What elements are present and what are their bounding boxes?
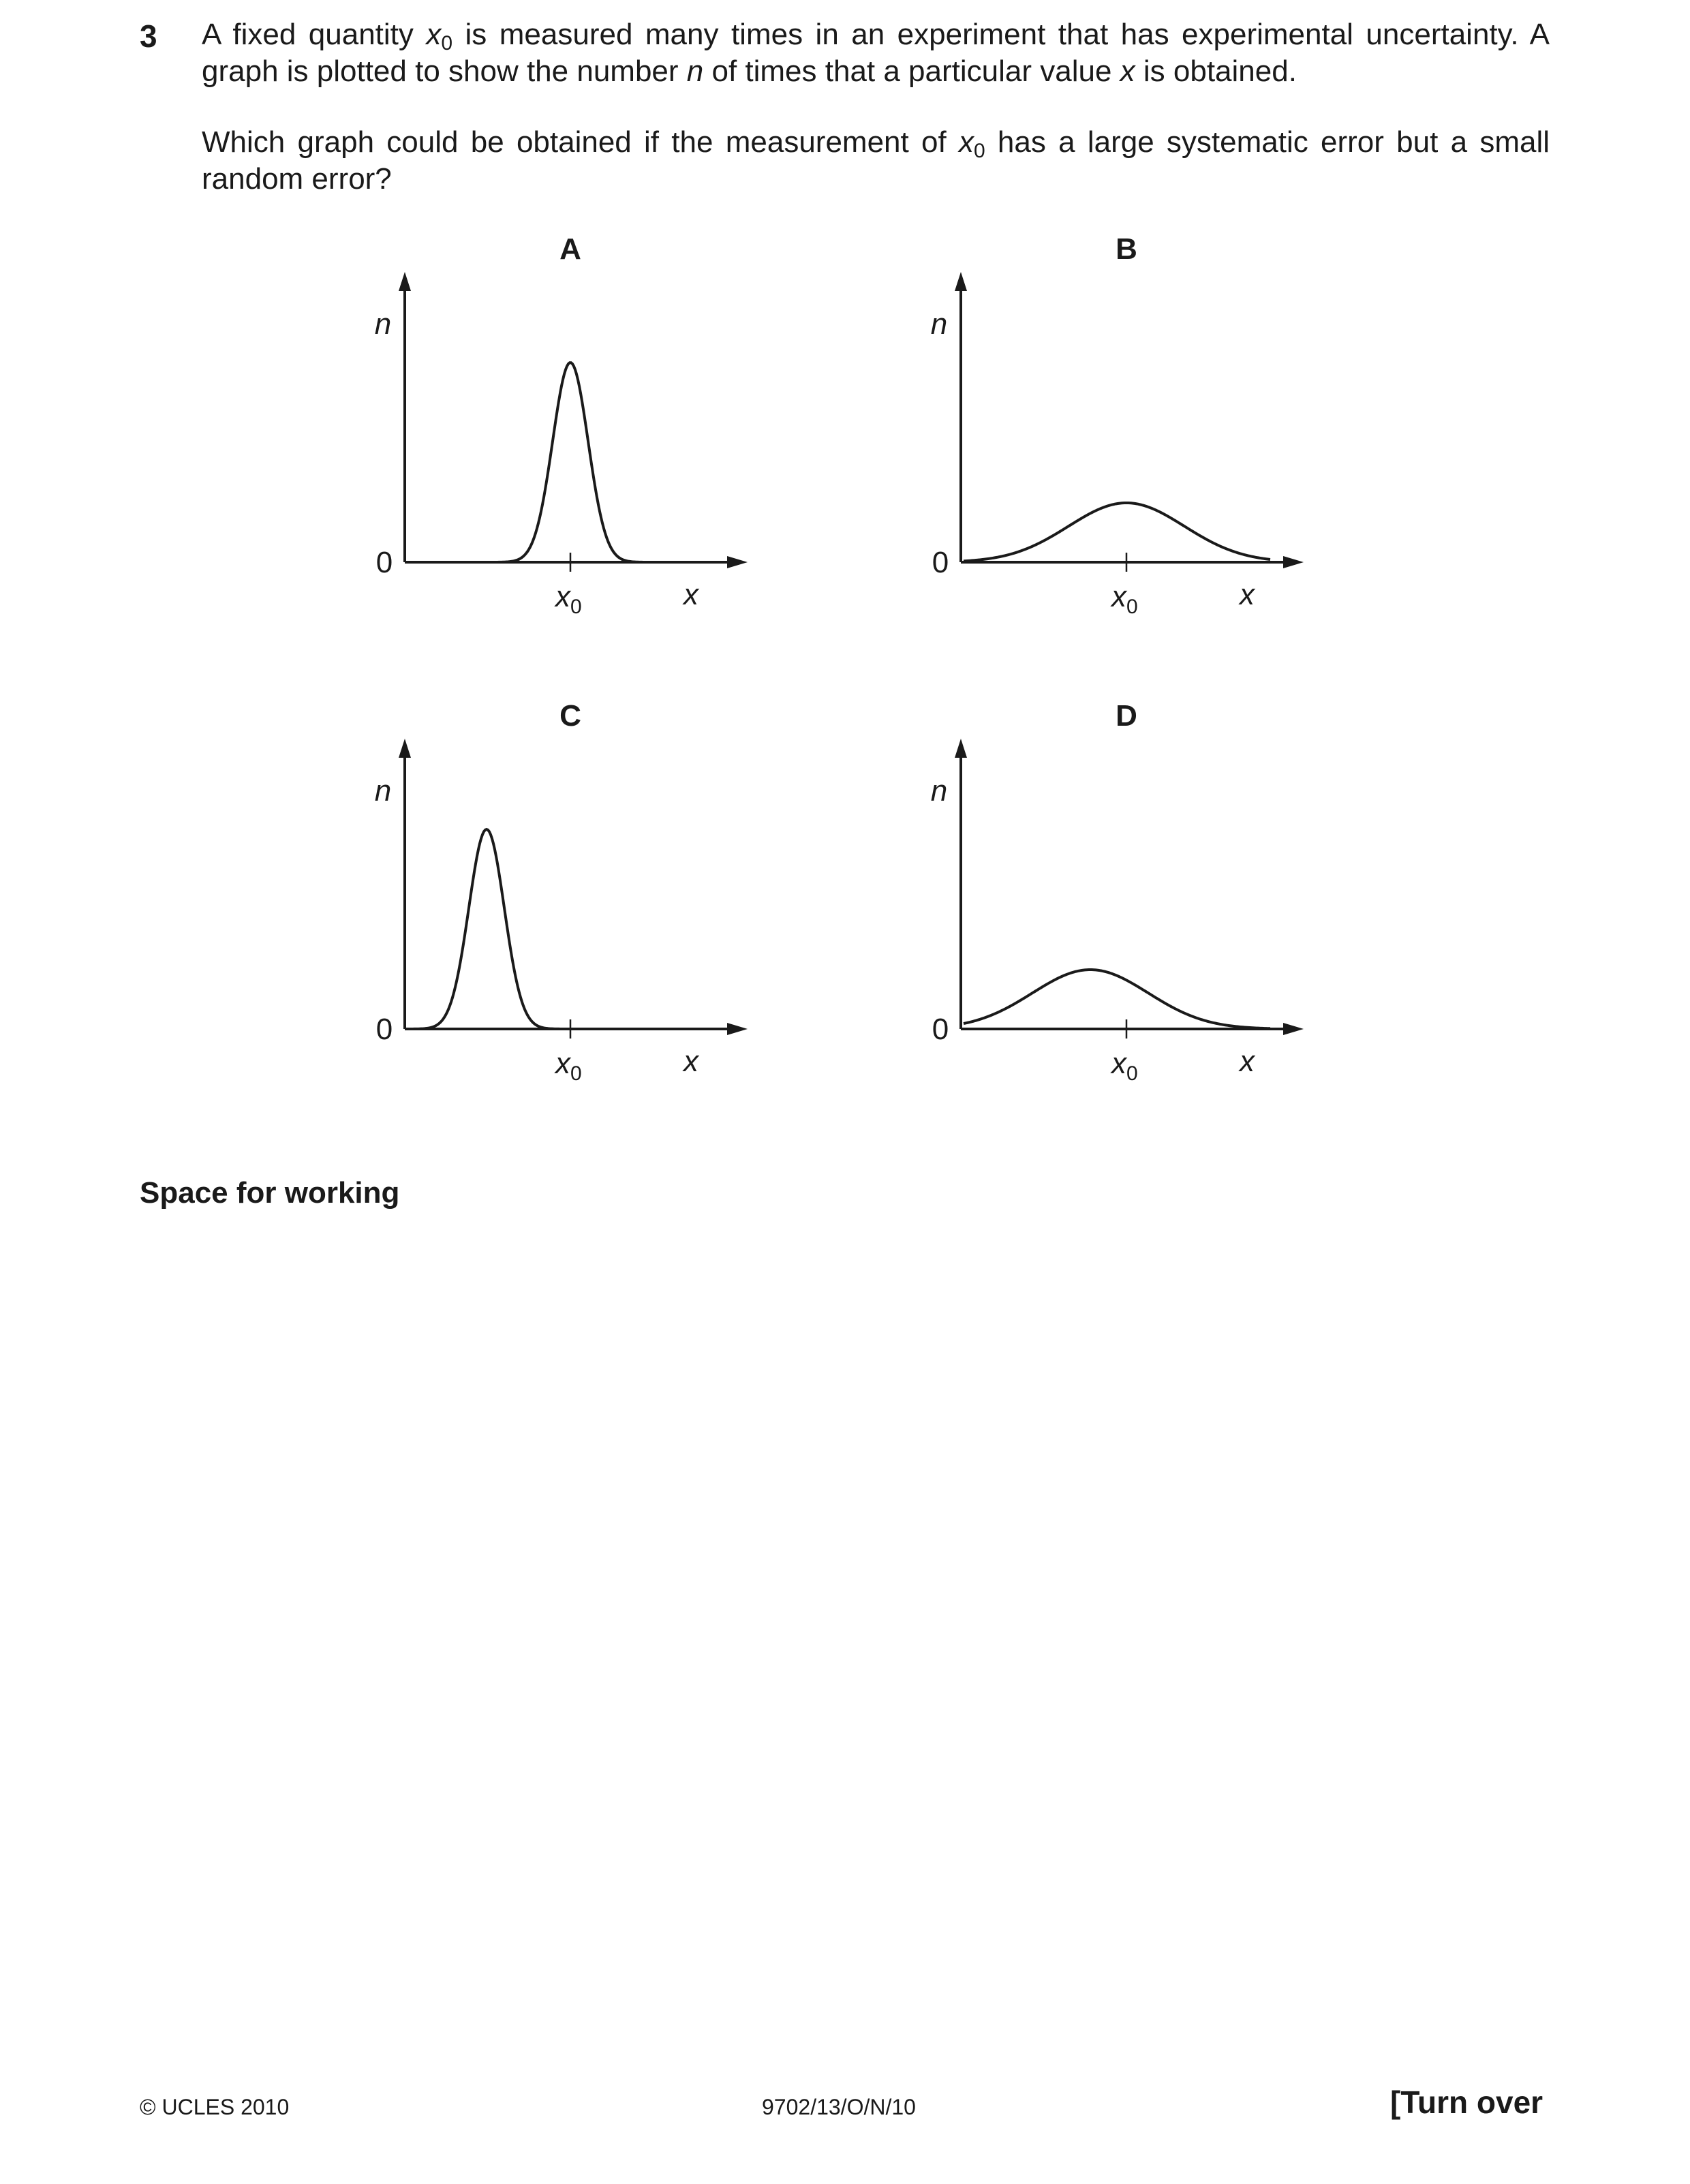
x-axis-label: x [1238,578,1256,611]
distribution-curve [407,827,714,1030]
x-axis-label: x [682,1045,700,1078]
x0-tick-label: x0 [1110,580,1138,618]
distribution-curve [963,502,1271,563]
x-axis-arrowhead [1283,1023,1304,1035]
y-axis-arrowhead [955,272,967,291]
graph-a: An 0 x0 x [375,232,748,618]
y-axis-arrowhead [955,739,967,758]
x-axis-arrowhead [727,556,748,568]
y-axis-label: n [375,774,391,808]
x-axis-arrowhead [1283,556,1304,568]
graph-title: D [1116,699,1137,733]
question-number: 3 [140,18,157,54]
y-axis-label: n [931,307,947,341]
x0-tick-label: x0 [1110,1047,1138,1085]
x0-tick-label: x0 [554,1047,582,1085]
graph-title: C [559,699,581,733]
origin-label: 0 [376,546,393,579]
graph-title: A [559,232,581,266]
graph-d: Dn 0 x0 x [931,699,1304,1085]
distribution-curve [963,968,1271,1030]
y-axis-label: n [931,774,947,808]
x0-tick-label: x0 [554,580,582,618]
origin-label: 0 [932,546,949,579]
paper-code: 9702/13/O/N/10 [762,2095,916,2119]
turn-over: [Turn over [1390,2085,1543,2120]
question-prompt: Which graph could be obtained if the mea… [202,125,1550,196]
graph-title: B [1116,232,1137,266]
y-axis-arrowhead [399,272,411,291]
graph-c: Cn 0 x0 x [375,699,748,1085]
x-axis-label: x [682,578,700,611]
answer-graphs: An 0 x0 x Bn 0 x0 x Cn 0 x0 x Dn 0 x0 x [375,232,1304,1085]
y-axis-arrowhead [399,739,411,758]
question-stem: A fixed quantity x0 is measured many tim… [202,18,1550,88]
copyright: © UCLES 2010 [140,2095,290,2119]
y-axis-label: n [375,307,391,341]
origin-label: 0 [376,1013,393,1046]
x-axis-label: x [1238,1045,1256,1078]
working-space-label: Space for working [140,1176,400,1210]
x-axis-arrowhead [727,1023,748,1035]
distribution-curve [408,361,714,564]
origin-label: 0 [932,1013,949,1046]
graph-b: Bn 0 x0 x [931,232,1304,618]
